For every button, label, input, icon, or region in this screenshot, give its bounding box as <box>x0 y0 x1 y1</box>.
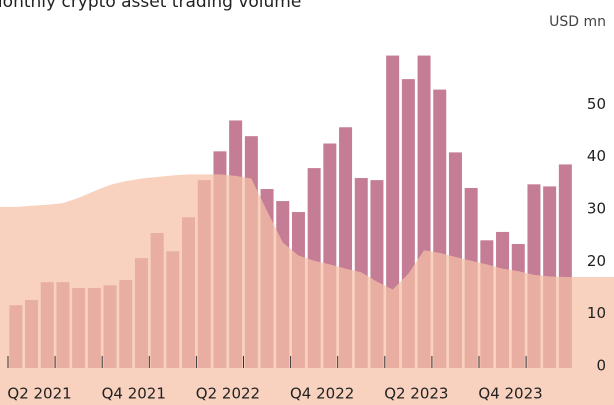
x-tick-label: Q2 2022 <box>196 385 260 403</box>
x-tick-label: Q4 2023 <box>478 385 542 403</box>
x-tick-label: Q2 2021 <box>7 385 71 403</box>
y-tick-label: 30 <box>587 200 606 218</box>
y-tick-label: 10 <box>587 304 606 322</box>
y-tick-label: 0 <box>596 357 606 375</box>
chart-title: Monthly crypto asset trading volume <box>0 0 301 12</box>
x-tick-label: Q2 2023 <box>384 385 448 403</box>
x-tick-label: Q4 2022 <box>290 385 354 403</box>
y-axis-unit: USD mn <box>549 14 606 30</box>
y-tick-label: 40 <box>587 147 606 165</box>
area <box>0 174 614 405</box>
y-tick-label: 20 <box>587 252 606 270</box>
x-tick-label: Q4 2021 <box>102 385 166 403</box>
y-tick-label: 50 <box>587 95 606 113</box>
